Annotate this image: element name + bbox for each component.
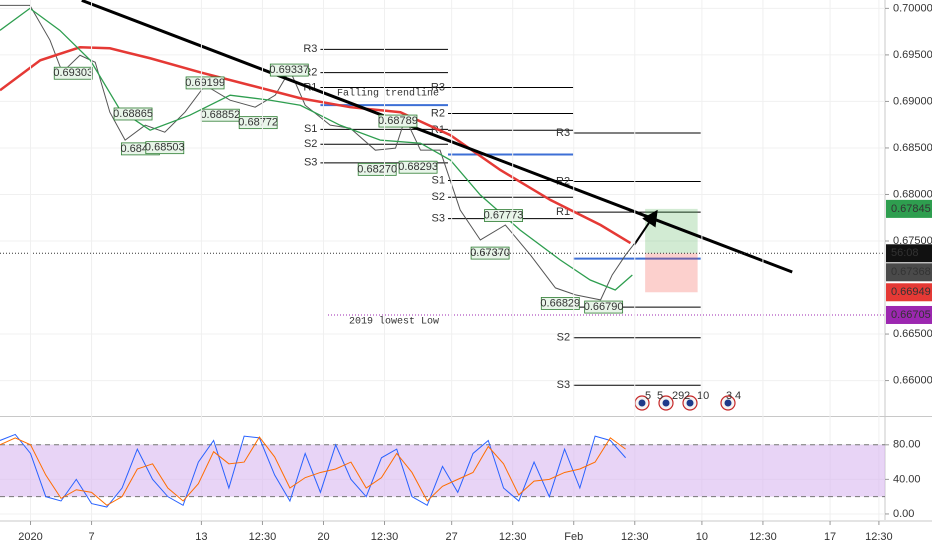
- swing-label-box: [53, 66, 93, 80]
- pivot-label: S3: [557, 379, 570, 391]
- pivot-label: S2: [557, 332, 570, 344]
- y-tick-label: 0.70000: [893, 2, 932, 14]
- annotation: 2019 lowest Low: [349, 316, 439, 328]
- pivot-label: S3: [432, 213, 445, 225]
- y-tick-label: 0.67500: [893, 235, 932, 247]
- price-label: 0.66705: [891, 309, 931, 321]
- x-tick-label: 12:30: [749, 531, 777, 543]
- swing-label: 0.66829: [540, 297, 580, 309]
- x-tick-label: 12:30: [621, 531, 649, 543]
- price-label-box: [886, 263, 932, 282]
- swing-label: 0.68772: [238, 117, 278, 129]
- swing-label: 0.68270: [357, 163, 397, 175]
- event-label: 5: [645, 390, 651, 402]
- swing-label: 0.68789: [378, 115, 418, 127]
- swing-label-box: [113, 107, 153, 121]
- x-tick-label: 12:30: [865, 531, 893, 543]
- x-tick-label: 10: [696, 531, 708, 543]
- pivot-label: R3: [431, 81, 445, 93]
- event-label: 2: [684, 390, 690, 402]
- swing-label: 0.69199: [185, 77, 225, 89]
- countdown: 56:08: [891, 247, 919, 259]
- price-label: 0.66949: [891, 286, 931, 298]
- x-tick-label: Feb: [564, 531, 583, 543]
- swing-label: 0.67370: [470, 247, 510, 259]
- x-tick-label: 2020: [18, 531, 42, 543]
- series-line: [0, 7, 633, 291]
- trendline: [81, 0, 793, 274]
- event-icon-dot: [724, 399, 732, 407]
- x-tick-label: 12:30: [249, 531, 277, 543]
- pivot-label: R3: [303, 43, 317, 55]
- pivot-label: S2: [432, 191, 445, 203]
- series-line: [0, 433, 626, 508]
- swing-label: 0.66790: [584, 301, 624, 313]
- event-label: 10: [697, 390, 709, 402]
- swing-label-box: [584, 300, 624, 314]
- x-tick-label: 13: [195, 531, 207, 543]
- event-icon-dot: [686, 399, 694, 407]
- pivot-label: S2: [304, 138, 317, 150]
- swing-label: 0.67773: [484, 210, 524, 222]
- x-tick-label: 27: [446, 531, 458, 543]
- y-tick-label: 0.66500: [893, 328, 932, 340]
- price-label: 0.67368: [891, 266, 931, 278]
- series-line: [0, 46, 632, 245]
- swing-label: 0.68293: [398, 161, 438, 173]
- event-icon-dot: [638, 399, 646, 407]
- price-label-box: [886, 199, 932, 218]
- pivot-label: R2: [431, 107, 445, 119]
- series-line: [0, 436, 626, 506]
- x-tick-label: 7: [88, 531, 94, 543]
- pivot-label: R3: [556, 127, 570, 139]
- x-tick-label: 12:30: [371, 531, 399, 543]
- swing-label: 0.68503: [145, 142, 185, 154]
- swing-label-box: [378, 114, 418, 128]
- y-tick-label: 0.69000: [893, 95, 932, 107]
- countdown-box: [886, 244, 932, 263]
- swing-label: 0.68865: [113, 108, 153, 120]
- swing-label-box: [540, 297, 580, 310]
- event-icon-dot: [662, 399, 670, 407]
- oscillator-band: [0, 444, 885, 497]
- series-line: [0, 4, 635, 301]
- y-tick-label: 0.68500: [893, 142, 932, 154]
- annotation: Falling trendline: [337, 88, 439, 100]
- swing-label-box: [269, 63, 309, 77]
- loss-zone: [645, 253, 698, 293]
- x-tick-label: 17: [824, 531, 836, 543]
- price-label-box: [886, 283, 932, 302]
- y-tick-label: 0.66000: [893, 374, 932, 386]
- y-tick-label: 0.69500: [893, 49, 932, 61]
- swing-label-box: [238, 116, 278, 130]
- y-tick-label: 0.68000: [893, 188, 932, 200]
- price-label-box: [886, 305, 932, 324]
- swing-label: 0.68852: [200, 109, 240, 121]
- event-label: 4: [735, 390, 741, 402]
- y-tick-label: 80.00: [893, 439, 921, 451]
- swing-label: 0.69303: [53, 67, 93, 79]
- price-label: 0.67845: [891, 203, 931, 215]
- event-label: 29: [672, 390, 684, 402]
- x-tick-label: 20: [317, 531, 329, 543]
- pivot-label: S1: [304, 123, 317, 135]
- arrow: [633, 209, 658, 246]
- event-label: 3: [726, 390, 732, 402]
- swing-label-box: [145, 141, 185, 155]
- event-label: 5: [657, 390, 663, 402]
- x-tick-label: 12:30: [499, 531, 527, 543]
- swing-label-box: [398, 160, 438, 174]
- pivot-label: S3: [304, 157, 317, 169]
- pivot-label: S1: [432, 174, 445, 186]
- y-tick-label: 40.00: [893, 473, 921, 485]
- swing-label-box: [185, 76, 225, 90]
- y-tick-label: 0.00: [893, 508, 914, 520]
- swing-label-box: [357, 162, 397, 176]
- swing-label: 0.69337: [269, 64, 309, 76]
